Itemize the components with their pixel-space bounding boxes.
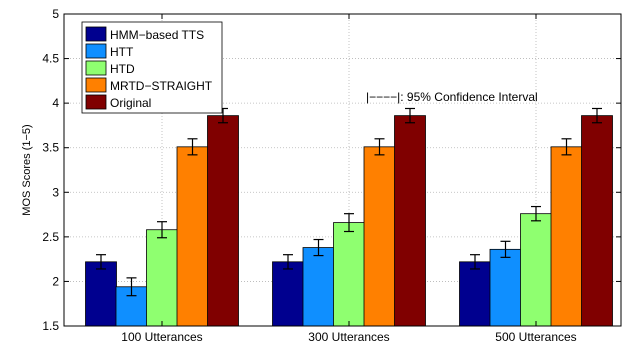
legend-swatch [85,77,107,93]
bar [394,115,426,327]
y-tick-label: 3.5 [42,141,59,155]
y-tick-label: 2 [52,274,59,288]
axes: 1.5 2 2.5 3 3.5 4 4.5 5 100 Utterances 300 Uttera… [42,7,621,342]
bar [363,146,396,327]
bar [85,261,117,327]
legend-swatch [85,94,107,110]
legend-label: Original [110,96,151,110]
bar [489,248,522,327]
bar [207,115,239,327]
bar [520,213,552,327]
legend-label: MRTD−STRAIGHT [110,79,213,93]
x-tick-label: 300 Utterances [308,330,389,342]
legend: HMM−based TTS HTT HTD MRTD−STRAIGHT Original [81,21,223,114]
plot-area-frame [63,13,622,327]
y-tick-label: 4 [52,96,59,110]
x-tick-label: 500 Utterances [495,330,576,342]
legend-label: HTT [110,45,134,59]
y-tick-label: 5 [52,7,59,21]
bar [333,222,365,327]
bars [85,107,613,327]
legend-swatch [85,60,107,76]
y-tick-label: 4.5 [42,52,59,66]
y-tick-label: 2.5 [42,230,59,244]
legend-label: HMM−based TTS [110,28,204,42]
x-tick-label: 100 Utterances [121,330,202,342]
y-tick-label: 1.5 [42,319,59,333]
bar [459,261,491,327]
bar [550,146,583,327]
bar [272,261,304,327]
bar [176,146,209,327]
legend-label: HTD [110,62,135,76]
y-axis-label: MOS Scores (1−5) [21,124,33,215]
legend-swatch [85,26,107,42]
y-tick-label: 3 [52,185,59,199]
bar [146,229,178,327]
legend-swatch [85,43,107,59]
bar [581,115,613,327]
bar [302,247,335,327]
confidence-interval-note: |−−−−|: 95% Confidence Interval [366,90,538,104]
